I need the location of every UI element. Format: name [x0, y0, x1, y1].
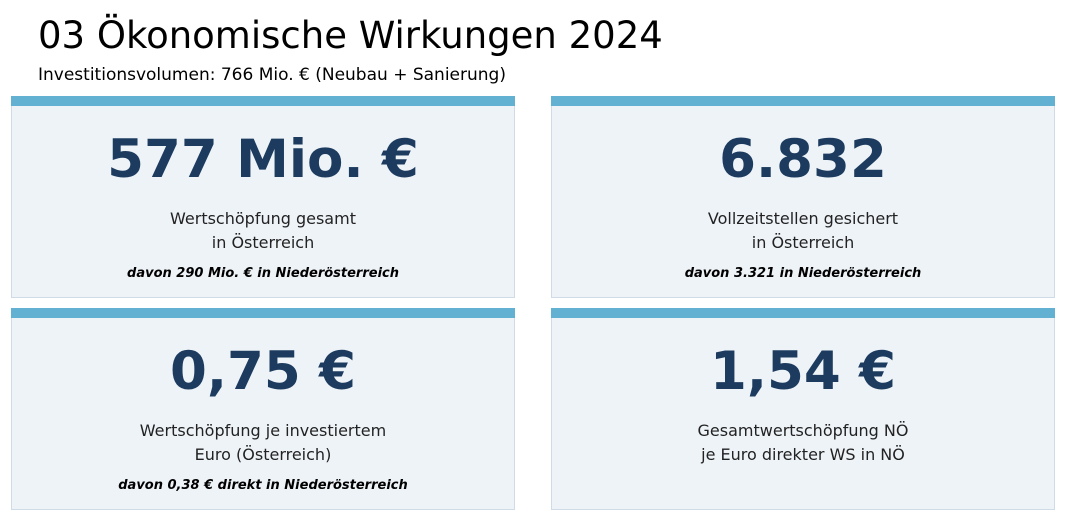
- kpi-label-line-2: Euro (Österreich): [194, 445, 332, 464]
- kpi-note: davon 290 Mio. € in Niederösterreich: [127, 266, 399, 281]
- kpi-value: 1,54 €: [709, 341, 897, 402]
- kpi-label: Vollzeitstellen gesichert in Österreich: [552, 207, 1054, 255]
- kpi-label-line-2: in Österreich: [751, 233, 855, 252]
- kpi-label-line-1: Wertschöpfung je investiertem: [139, 421, 387, 440]
- kpi-note: davon 3.321 in Niederösterreich: [684, 266, 922, 281]
- page-subtitle: Investitionsvolumen: 766 Mio. € (Neubau …: [38, 65, 506, 85]
- kpi-card-wertschoepfung: 577 Mio. € Wertschöpfung gesamt in Öster…: [11, 96, 515, 298]
- card-accent-bar: [551, 96, 1055, 106]
- kpi-card-wertschoepfung-je-euro: 0,75 € Wertschöpfung je investiertem Eur…: [11, 308, 515, 510]
- kpi-label-line-1: Gesamtwertschöpfung NÖ: [697, 421, 909, 440]
- kpi-note: davon 0,38 € direkt in Niederösterreich: [118, 478, 408, 493]
- kpi-value: 6.832: [719, 129, 887, 190]
- kpi-label: Wertschöpfung je investiertem Euro (Öste…: [12, 419, 514, 467]
- page-title: 03 Ökonomische Wirkungen 2024: [38, 14, 663, 57]
- kpi-value: 577 Mio. €: [107, 129, 419, 190]
- kpi-label-line-1: Wertschöpfung gesamt: [170, 209, 356, 228]
- kpi-value: 0,75 €: [169, 341, 357, 402]
- kpi-card-vollzeitstellen: 6.832 Vollzeitstellen gesichert in Öster…: [551, 96, 1055, 298]
- kpi-label-line-2: in Österreich: [211, 233, 315, 252]
- card-accent-bar: [11, 308, 515, 318]
- card-accent-bar: [11, 96, 515, 106]
- card-accent-bar: [551, 308, 1055, 318]
- kpi-label-line-2: je Euro direkter WS in NÖ: [701, 445, 905, 464]
- kpi-label-line-1: Vollzeitstellen gesichert: [707, 209, 899, 228]
- kpi-label: Wertschöpfung gesamt in Österreich: [12, 207, 514, 255]
- kpi-card-gesamtwertschoepfung-noe: 1,54 € Gesamtwertschöpfung NÖ je Euro di…: [551, 308, 1055, 510]
- kpi-label: Gesamtwertschöpfung NÖ je Euro direkter …: [552, 419, 1054, 467]
